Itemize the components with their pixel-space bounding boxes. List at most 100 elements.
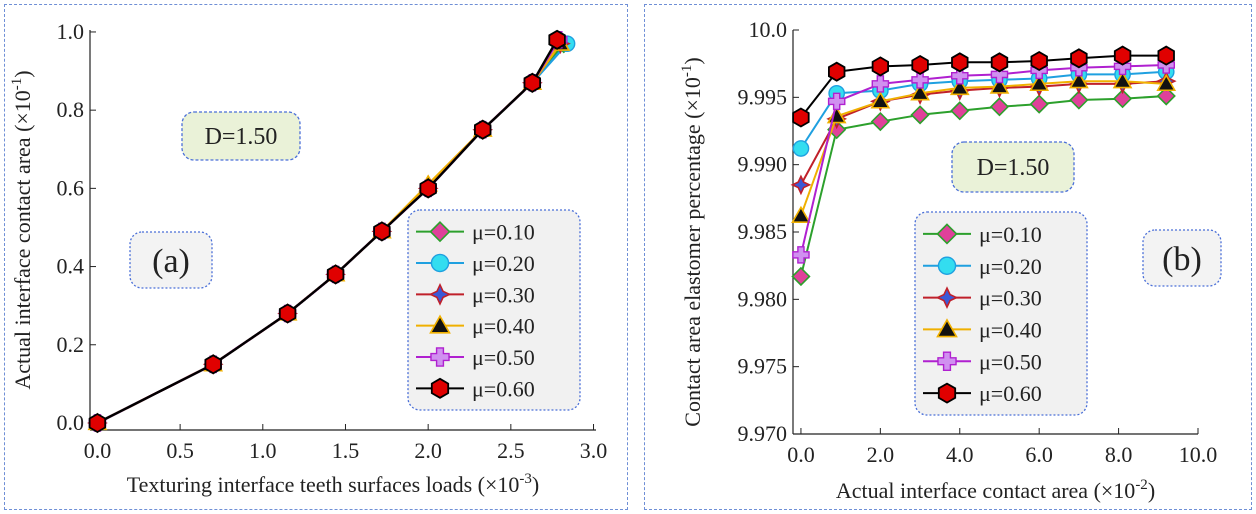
x-axis-label: Actual interface contact area (×10-2) [836, 477, 1155, 503]
panel-label-box [129, 231, 213, 289]
legend-label: μ=0.60 [472, 376, 535, 401]
legend-item: μ=0.10 [923, 222, 1042, 247]
series-μ=0.40 [791, 71, 1177, 224]
series-line [799, 80, 1167, 217]
series-line [800, 54, 1167, 119]
legend-marker [937, 382, 957, 404]
annotation-text: D=1.50 [977, 155, 1050, 181]
x-tick-label: 4.0 [946, 442, 974, 467]
data-point [373, 221, 391, 242]
chart-a: 0.0 0.5 1.0 1.5 2.0 2.5 3.0 0.0 0.2 0.4 0.6 0.8 1.0 T… [9, 19, 607, 497]
legend-item: μ=0.30 [923, 286, 1042, 311]
legend-label: μ=0.20 [979, 254, 1042, 279]
data-point [1030, 50, 1048, 72]
x-tick-label: 0.0 [84, 438, 112, 463]
y-tick-label: 9.975 [738, 354, 788, 379]
x-tick-label: 2.0 [414, 438, 442, 463]
legend-label: μ=0.10 [979, 222, 1042, 247]
legend-marker [430, 253, 450, 273]
x-tick-label: 10.0 [1179, 442, 1218, 467]
legend-label: μ=0.30 [979, 286, 1042, 311]
legend-item: μ=0.50 [923, 349, 1042, 374]
legend-label: μ=0.50 [979, 349, 1042, 374]
y-tick-label: 1.0 [57, 19, 85, 44]
legend-marker [937, 256, 957, 276]
y-tick-label: 9.980 [738, 286, 788, 311]
x-tick-label: 2.5 [497, 438, 525, 463]
data-point [871, 56, 889, 77]
y-tick-label: 0.8 [57, 97, 85, 122]
data-point [523, 72, 541, 93]
annotation-text: D=1.50 [205, 124, 278, 150]
panel-label: (a) [152, 243, 190, 280]
data-point [1029, 73, 1050, 92]
data-point [911, 71, 929, 89]
x-tick-label: 0.5 [166, 438, 194, 463]
x-axis-label-close: ) [1148, 478, 1155, 503]
series-line [799, 95, 1167, 277]
data-point [950, 101, 970, 121]
legend-marker [935, 286, 959, 309]
x-tick-label: 3.0 [580, 438, 608, 463]
data-point [870, 111, 890, 132]
legend-item: μ=0.40 [923, 317, 1042, 342]
y-tick-label: 0.2 [57, 332, 85, 357]
data-point [1070, 48, 1088, 69]
legend-item: μ=0.30 [416, 282, 535, 307]
chart-panel-a [4, 4, 628, 510]
y-axis-label-close: ) [680, 57, 705, 64]
legend-marker [430, 377, 450, 399]
series-μ=0.60 [88, 29, 566, 434]
data-point [278, 303, 297, 324]
data-point [1157, 45, 1175, 66]
data-point [828, 61, 846, 82]
series-line [800, 80, 1167, 186]
legend-marker [428, 282, 452, 306]
y-tick-label: 10.0 [749, 17, 788, 42]
legend: μ=0.10 μ=0.20 μ=0.30 μ=0.40 μ=0.50 μ=0.60 [407, 209, 581, 411]
data-point [473, 119, 492, 140]
legend-box [914, 211, 1088, 416]
y-tick-label: 9.990 [738, 152, 788, 177]
legend-box [407, 209, 581, 411]
legend-item: μ=0.20 [923, 254, 1042, 279]
y-tick-label: 9.985 [738, 219, 788, 244]
data-point [548, 29, 566, 50]
data-point [1113, 45, 1132, 66]
panel-label-box [1142, 229, 1222, 287]
data-point [1156, 73, 1177, 92]
legend-marker [936, 223, 958, 245]
legend-label: μ=0.40 [472, 314, 535, 339]
legend-marker [429, 221, 451, 243]
legend-item: μ=0.10 [416, 220, 535, 245]
panel-label: (b) [1162, 241, 1202, 278]
chart-panel-b [644, 4, 1252, 510]
series-μ=0.60 [792, 45, 1175, 128]
y-axis-label: Contact area elastomer percentage (×10-1… [679, 57, 705, 426]
y-tick-label: 9.995 [738, 84, 788, 109]
legend-label: μ=0.10 [472, 220, 535, 245]
data-point [1069, 90, 1089, 110]
data-point [910, 105, 930, 125]
data-point [204, 354, 222, 375]
data-point [419, 178, 437, 199]
data-point [911, 54, 929, 76]
y-axis-label-close: ) [10, 70, 35, 77]
legend-label: μ=0.50 [472, 345, 535, 370]
legend: μ=0.10 μ=0.20 μ=0.30 μ=0.40 μ=0.50 μ=0.60 [914, 211, 1088, 416]
chart-b: 0.0 2.0 4.0 6.0 8.0 10.0 9.970 9.975 9.980 9.985 9… [679, 17, 1222, 503]
data-point [790, 174, 812, 196]
data-point [792, 140, 810, 157]
legend-item: μ=0.40 [416, 314, 535, 339]
data-point [1069, 71, 1089, 89]
data-point [990, 65, 1009, 84]
data-point [1029, 94, 1049, 114]
series-line [799, 64, 1167, 256]
x-tick-label: 0.0 [787, 442, 815, 467]
legend-marker [936, 318, 958, 338]
x-tick-label: 2.0 [867, 442, 895, 467]
legend-label: μ=0.40 [979, 317, 1042, 342]
data-point [990, 52, 1009, 73]
x-axis-label-exponent: -3 [519, 471, 532, 487]
